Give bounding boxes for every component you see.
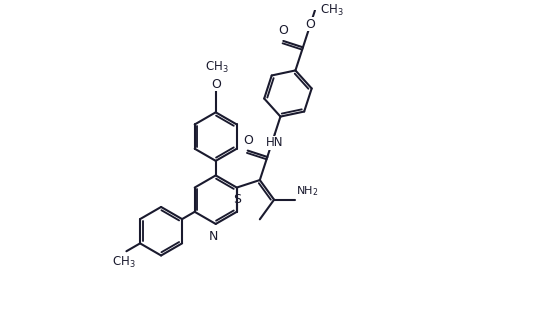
Text: O: O (243, 134, 253, 147)
Text: O: O (211, 78, 221, 91)
Text: CH$_3$: CH$_3$ (112, 255, 136, 270)
Text: N: N (209, 230, 218, 243)
Text: HN: HN (266, 136, 284, 149)
Text: CH$_3$: CH$_3$ (320, 3, 344, 18)
Text: S: S (233, 193, 241, 206)
Text: O: O (305, 18, 315, 31)
Text: NH$_2$: NH$_2$ (296, 184, 318, 198)
Text: O: O (279, 24, 288, 37)
Text: CH$_3$: CH$_3$ (205, 60, 229, 75)
